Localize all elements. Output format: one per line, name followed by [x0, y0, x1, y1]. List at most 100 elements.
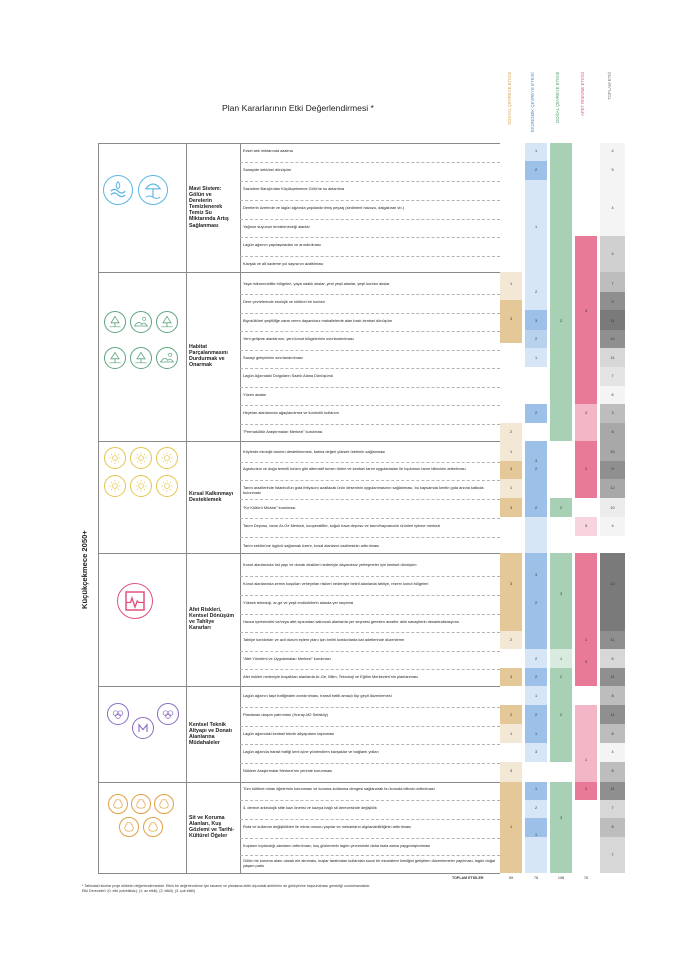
decision-item: "Afet Yönetimi ve Uygulamaları Merkezi" … — [243, 656, 331, 661]
total-bar — [600, 423, 625, 461]
row-divider — [240, 181, 500, 182]
seismograph-icon — [117, 583, 153, 619]
row-divider — [240, 726, 500, 727]
natural-score: 1 — [559, 657, 563, 661]
vertical-title: Küçükçekmece 2050+ — [80, 530, 89, 610]
landscape-icon — [156, 347, 178, 369]
total-bar — [600, 498, 625, 517]
disaster-bar — [575, 553, 597, 686]
social-score: 1 — [509, 282, 513, 286]
decision-item: Rota ve kullanım değişiklikleri ile mira… — [243, 824, 412, 829]
total-score: 10 — [610, 506, 615, 510]
natural-score: 2 — [559, 675, 563, 679]
decision-item: Konut alanlarında üst yapı ve donatı eks… — [243, 562, 417, 567]
economic-bar — [525, 441, 547, 517]
total-bar — [600, 330, 625, 348]
total-bar — [600, 837, 625, 873]
grass-icon — [156, 311, 178, 333]
natural-bar — [550, 498, 572, 517]
total-score: 6 — [611, 657, 614, 661]
social-bar — [500, 631, 522, 649]
total-bar — [600, 479, 625, 498]
decision-item: Tarım arazilerinde İstanbul'un gıda ihti… — [243, 485, 484, 495]
total-score: 7 — [611, 282, 614, 286]
total-bar — [600, 649, 625, 668]
total-score: 4 — [611, 149, 614, 153]
total-bar — [600, 818, 625, 837]
tree-icon — [104, 347, 126, 369]
total-score: 6 — [611, 393, 614, 397]
natural-score: 2 — [559, 713, 563, 717]
economic-bar — [525, 782, 547, 800]
total-bar — [600, 668, 625, 686]
row-divider — [240, 499, 500, 500]
social-bar — [500, 553, 522, 631]
economic-bar — [525, 517, 547, 553]
decision-item: Nükleer Araştırmalar Merkezi'nin yerinde… — [243, 768, 333, 773]
column-header-5: TOPLAM ETKİ — [607, 72, 612, 101]
social-score: 1 — [509, 486, 513, 490]
total-bar — [600, 180, 625, 236]
total-score: 8 — [611, 825, 614, 829]
group-divider — [98, 782, 500, 783]
total-score: 11 — [610, 713, 615, 717]
total-bar — [600, 724, 625, 743]
natural-bar — [550, 553, 572, 649]
row-divider — [240, 595, 500, 596]
social-score: 3 — [509, 769, 513, 773]
disaster-score: 1 — [584, 758, 588, 762]
decision-item: Yaya mikromobilite bölgeleri, yaya odakl… — [243, 281, 390, 286]
total-bar — [600, 348, 625, 367]
decision-item: Yağmur suyunun temizleneceği alanlar — [243, 224, 310, 229]
disaster-score: 2 — [584, 467, 588, 471]
row-divider — [240, 576, 500, 577]
economic-score: 1 — [534, 787, 538, 791]
natural-bar — [550, 686, 572, 762]
economic-score: 2 — [534, 411, 538, 415]
decision-item: Planlanan ulaşım yatırımları (Hızray-M2 … — [243, 712, 328, 717]
total-bar — [600, 536, 625, 553]
decision-item: Tahliye koridorları ve acil durum eylem … — [243, 637, 405, 642]
decision-item: Tüm kültürel miras öğelerinin korunması … — [243, 786, 435, 791]
economic-score: 3 — [534, 459, 538, 463]
theater-masks-icon — [107, 703, 129, 725]
social-score: 1 — [509, 732, 513, 736]
social-score: 2 — [509, 713, 513, 717]
group-name: Kırsal Kalkınmayı Desteklemek — [189, 491, 234, 504]
social-score: 1 — [509, 450, 513, 454]
group-name: Afet Riskleri, Kentsel Dönüşüm ve Tahliy… — [189, 607, 235, 632]
group-name: Kentsel Teknik Altyapı ve Donatı Alanlar… — [189, 722, 232, 747]
decision-item: Köylerde ekolojik tarımın desteklenmesi,… — [243, 449, 386, 454]
economic-bar — [525, 180, 547, 272]
row-divider — [240, 537, 500, 538]
total-score: 4 — [611, 252, 614, 256]
decision-item: Lagün Ağzındaki Dolguların Sazlık Alana … — [243, 373, 333, 378]
beach-umbrella-icon — [138, 175, 168, 205]
total-score: 11 — [610, 319, 615, 323]
economic-bar — [525, 553, 547, 649]
total-score: 4 — [611, 524, 614, 528]
column-header-2: EKONOMİK ÇEVREYE ETKİSİ — [530, 72, 535, 132]
total-impact-value: 108 — [557, 876, 565, 880]
disaster-bar — [575, 705, 597, 782]
total-bar — [600, 292, 625, 310]
total-score: 9 — [611, 467, 614, 471]
economic-score: 3 — [534, 573, 538, 577]
decision-item: Agroturizm ve doğa temelli turizm gibi a… — [243, 466, 466, 471]
social-bar — [500, 479, 522, 498]
economic-score: 2 — [534, 467, 538, 471]
economic-score: 3 — [534, 319, 538, 323]
economic-bar — [525, 705, 547, 743]
economic-bar — [525, 348, 547, 367]
row-divider — [240, 518, 500, 519]
row-divider — [240, 162, 500, 163]
row-divider — [240, 480, 500, 481]
total-score: 7 — [611, 853, 614, 857]
disaster-bar — [575, 782, 597, 800]
decision-item: Yeni gelişme alanlarının, yeni konut böl… — [243, 336, 354, 341]
total-score: 8 — [611, 694, 614, 698]
total-score: 11 — [610, 638, 615, 642]
social-bar — [500, 668, 522, 686]
total-score: 3 — [611, 411, 614, 415]
total-bar — [600, 272, 625, 292]
